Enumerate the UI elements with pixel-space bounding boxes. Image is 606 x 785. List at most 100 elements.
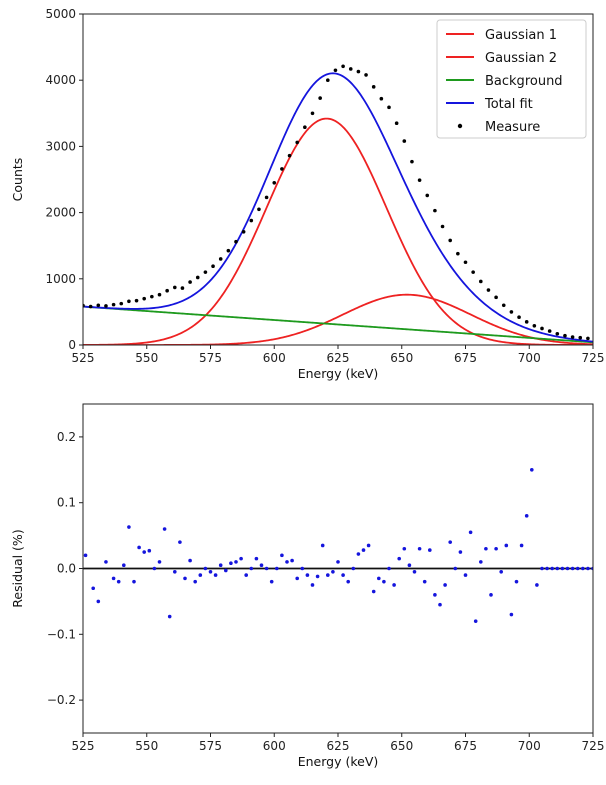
measure-point [348,67,353,71]
measure-point [379,96,384,101]
residual-point [290,558,294,563]
measure-point [241,229,246,234]
residual-point [137,545,141,550]
measure-point [303,125,307,130]
x-tick-label: 550 [135,739,158,753]
residual-point [382,579,386,584]
residual-point [586,566,590,571]
measure-point [479,279,483,284]
measure-point [494,295,498,300]
residual-point [91,586,95,591]
x-tick-label: 625 [327,351,350,365]
measure-point [425,193,430,198]
x-axis-label: Energy (keV) [298,366,379,381]
measure-point [157,292,162,297]
y-tick-label: 5000 [45,7,76,21]
residual-plot-area [83,468,593,623]
measure-point [440,224,445,229]
residual-point [305,573,310,577]
measure-point [509,310,514,314]
residual-point [550,566,554,571]
residual-point [417,546,422,551]
x-tick-label: 525 [72,739,95,753]
measure-point [88,304,93,309]
measure-point [517,315,521,319]
residual-point [249,566,254,571]
residual-point [157,560,162,564]
residual-point [264,566,269,571]
x-tick-label: 675 [454,739,477,753]
measure-point [586,336,590,341]
x-tick-label: 725 [582,739,605,753]
residual-point [463,573,468,577]
residual-point [504,543,509,548]
measure-point [295,140,300,145]
measure-point [211,264,215,269]
measure-point [249,218,254,223]
measure-point [96,303,101,308]
y-tick-label: 0.1 [57,496,76,510]
legend: Gaussian 1 Gaussian 2 Background Total fit M… [436,19,587,139]
x-tick-label: 575 [199,351,222,365]
measure-point [356,69,361,74]
y-tick-label: 1000 [45,272,76,286]
y-tick-label: 0.0 [57,562,76,576]
residual-point [285,560,289,564]
residual-point [254,556,259,561]
measure-point [111,302,116,307]
residual-point [356,552,361,556]
residual-point [239,556,243,561]
residual-point [377,576,381,581]
measure-point [333,68,338,73]
residual-point [259,563,264,568]
residual-point [570,566,575,571]
residual-point [295,576,300,581]
residual-point [575,566,580,571]
x-tick-label: 550 [135,351,158,365]
residual-point [458,550,463,554]
measure-point [486,288,491,292]
residual-point [514,579,519,584]
y-tick-label: 2000 [45,206,76,220]
measure-point [234,239,238,244]
measure-point [119,301,124,306]
residual-point [565,566,570,571]
residual-point [203,566,208,571]
measure-point [257,207,261,212]
measure-point [180,286,185,290]
residual-point [173,569,177,574]
residual-point [229,561,233,566]
residual-point [244,573,248,577]
residual-point [530,468,534,472]
measure-point [150,294,154,299]
residual-point [361,548,366,552]
residual-point [331,569,335,574]
x-tick-label: 650 [390,351,413,365]
measure-point [463,260,468,265]
residual-point [402,546,407,551]
residual-point [122,563,126,568]
legend-swatch [457,123,463,129]
measure-point [578,335,583,340]
measure-point [417,178,422,182]
x-tick-label: 700 [518,739,541,753]
residual-point [162,527,167,531]
measure-point [448,238,453,243]
measure-point [188,280,192,284]
residual-point [132,579,136,584]
series-line-background [83,305,593,344]
residual-point [540,566,544,571]
residual-point [193,579,197,584]
measure-point [218,257,223,261]
residual-point [127,525,131,529]
residual-point [387,566,391,571]
legend-label: Measure [485,120,540,135]
measure-point [570,335,575,339]
residual-point [433,593,437,597]
residual-point [489,593,493,597]
measure-point [195,275,200,280]
residual-point [83,553,88,558]
residual-point [468,530,473,535]
x-tick-label: 600 [263,351,286,365]
